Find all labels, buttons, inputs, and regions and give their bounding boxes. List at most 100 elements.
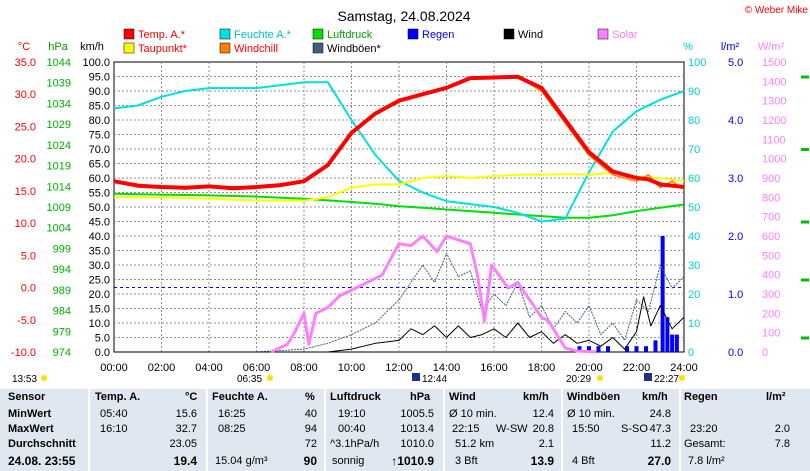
legend-label: Windböen* [327,43,382,55]
sun-icon [41,375,47,381]
rain-bar [634,346,639,352]
solar-tick-label: 300 [762,289,780,301]
pressure-tick-label: 979 [53,326,71,338]
humidity-tick-label: 40 [688,231,700,243]
series-line-temp-a [113,74,685,191]
axis-unit-kmh: km/h [80,41,104,53]
solar-tick-label: 400 [762,270,780,282]
pressure-max-time: 00:40 [338,423,366,435]
gust-max-value: 47.3 [649,423,671,435]
wind-tick-label: 45.0 [89,217,110,229]
rain-bar [606,346,610,352]
wind-current-value: 13.9 [530,454,554,468]
chart-legend: Temp. A.* Feuchte A.* Luftdruck Regen Wind So… [123,28,638,55]
right-strip [798,24,810,389]
gust-header: Windböen [567,391,621,403]
temp-avg-value: 23.05 [169,438,197,450]
wind-bft: 3 Bft [455,455,478,467]
pressure-trend-marker [801,220,809,224]
temp-header: Temp. A. [95,391,141,403]
chart-title: Samstag, 24.08.2024 [337,8,470,24]
gust-avg-day-value: 11.2 [650,438,671,450]
pressure-trend: ^3.1hPa/h [330,438,380,450]
x-tick-label: 18:00 [528,362,556,374]
pressure-tick-label: 984 [53,306,71,318]
pressure-tick-label: 1034 [47,98,71,110]
legend-swatch [597,28,609,40]
wind-tick-label: 55.0 [89,188,110,200]
wind-tick-label: 35.0 [89,246,110,258]
solar-tick-label: 100 [762,328,780,340]
pressure-tick-label: 1044 [47,57,71,69]
solar-tick-label: 900 [762,173,780,185]
humidity-max-value: 94 [304,423,317,435]
solar-tick-label: 600 [762,231,780,243]
solar-tick-label: 1300 [762,96,786,108]
table-divider [443,389,445,471]
series-line-luftdruck [113,192,685,219]
rain-max-value: 2.0 [774,423,790,435]
sun-end-icon [679,375,685,381]
wind-max-time: 22:15 [452,423,480,435]
wind-header: Wind [449,391,476,403]
temp-min-value: 15.6 [175,408,197,420]
wind-tick-label: 100.0 [82,57,110,69]
temp-tick-label: 20.0 [15,154,36,166]
max-time: 12:44 [422,374,447,385]
gust-avg-label: Ø 10 min. [567,408,615,420]
legend-label: Regen [422,29,454,41]
pressure-trend-marker [801,148,809,151]
weather-chart: Samstag, 24.08.2024 © Weber Mike Temp. A… [10,5,810,389]
wind-tick-label: 20.0 [89,289,110,301]
rain-tick-label: 4.0 [728,115,743,127]
rain-bar [653,340,658,352]
series-line-solar [270,234,597,354]
axis-ticks: 35.0 30.0 25.0 20.0 15.0 10.0 5.0 0.0 -5.0 -10.0 1… [11,24,810,389]
series-line-wind [114,296,685,353]
rain-tick-label: 1.0 [728,289,743,301]
pressure-max-value: 1013.4 [400,423,434,435]
rain-current-value: 7.8 l/m² [688,455,725,467]
temp-tick-label: 5.0 [21,250,36,262]
axis-unit-hpa: hPa [48,41,68,53]
sunset-icon [597,375,603,381]
rain-bar [625,346,629,352]
humidity-unit: % [305,391,315,403]
legend-swatch [503,28,515,40]
moon-icon [412,373,420,381]
legend-label: Luftdruck [327,29,373,41]
wind-tick-label: 30.0 [89,260,110,272]
wind-tick-label: 25.0 [89,275,110,287]
x-tick-label: 12:00 [385,362,413,374]
wind-tick-label: 95.0 [89,72,110,84]
rain-tick-label: 5.0 [728,57,743,69]
pressure-trend-marker [801,278,809,282]
pressure-tick-label: 1024 [47,140,71,152]
wind-tick-label: 60.0 [89,173,110,185]
axis-unit-pct: % [683,41,693,53]
pressure-tick-label: 1004 [47,223,71,235]
wind-tick-label: 50.0 [89,202,110,214]
pressure-forecast: sonnig [332,455,365,467]
legend-swatch [123,42,135,54]
legend-label: Feuchte A.* [234,29,292,41]
rain-total-value: 7.8 [774,438,790,450]
solar-tick-label: 500 [762,250,780,262]
gust-bft: 4 Bft [572,455,595,467]
temp-max-value: 32.7 [175,423,197,435]
extra-time: 22:27 [654,374,679,385]
solar-tick-label: 1100 [762,134,786,146]
wind-max-value: 20.8 [532,423,554,435]
x-tick-label: 22:00 [623,362,651,374]
humidity-min-time: 16:25 [218,408,246,420]
temp-min-time: 05:40 [100,408,128,420]
humidity-absolute: 15.04 g/m³ [215,455,268,467]
max-row-label: MaxWert [8,423,54,435]
x-tick-label: 20:00 [575,362,603,374]
axis-unit-lm2: l/m² [721,41,740,53]
pressure-tick-label: 989 [53,285,71,297]
solar-tick-label: 1200 [762,115,786,127]
x-tick-label: 16:00 [480,362,508,374]
series-line-feuchte-a [113,81,685,223]
rain-bar [670,334,675,352]
